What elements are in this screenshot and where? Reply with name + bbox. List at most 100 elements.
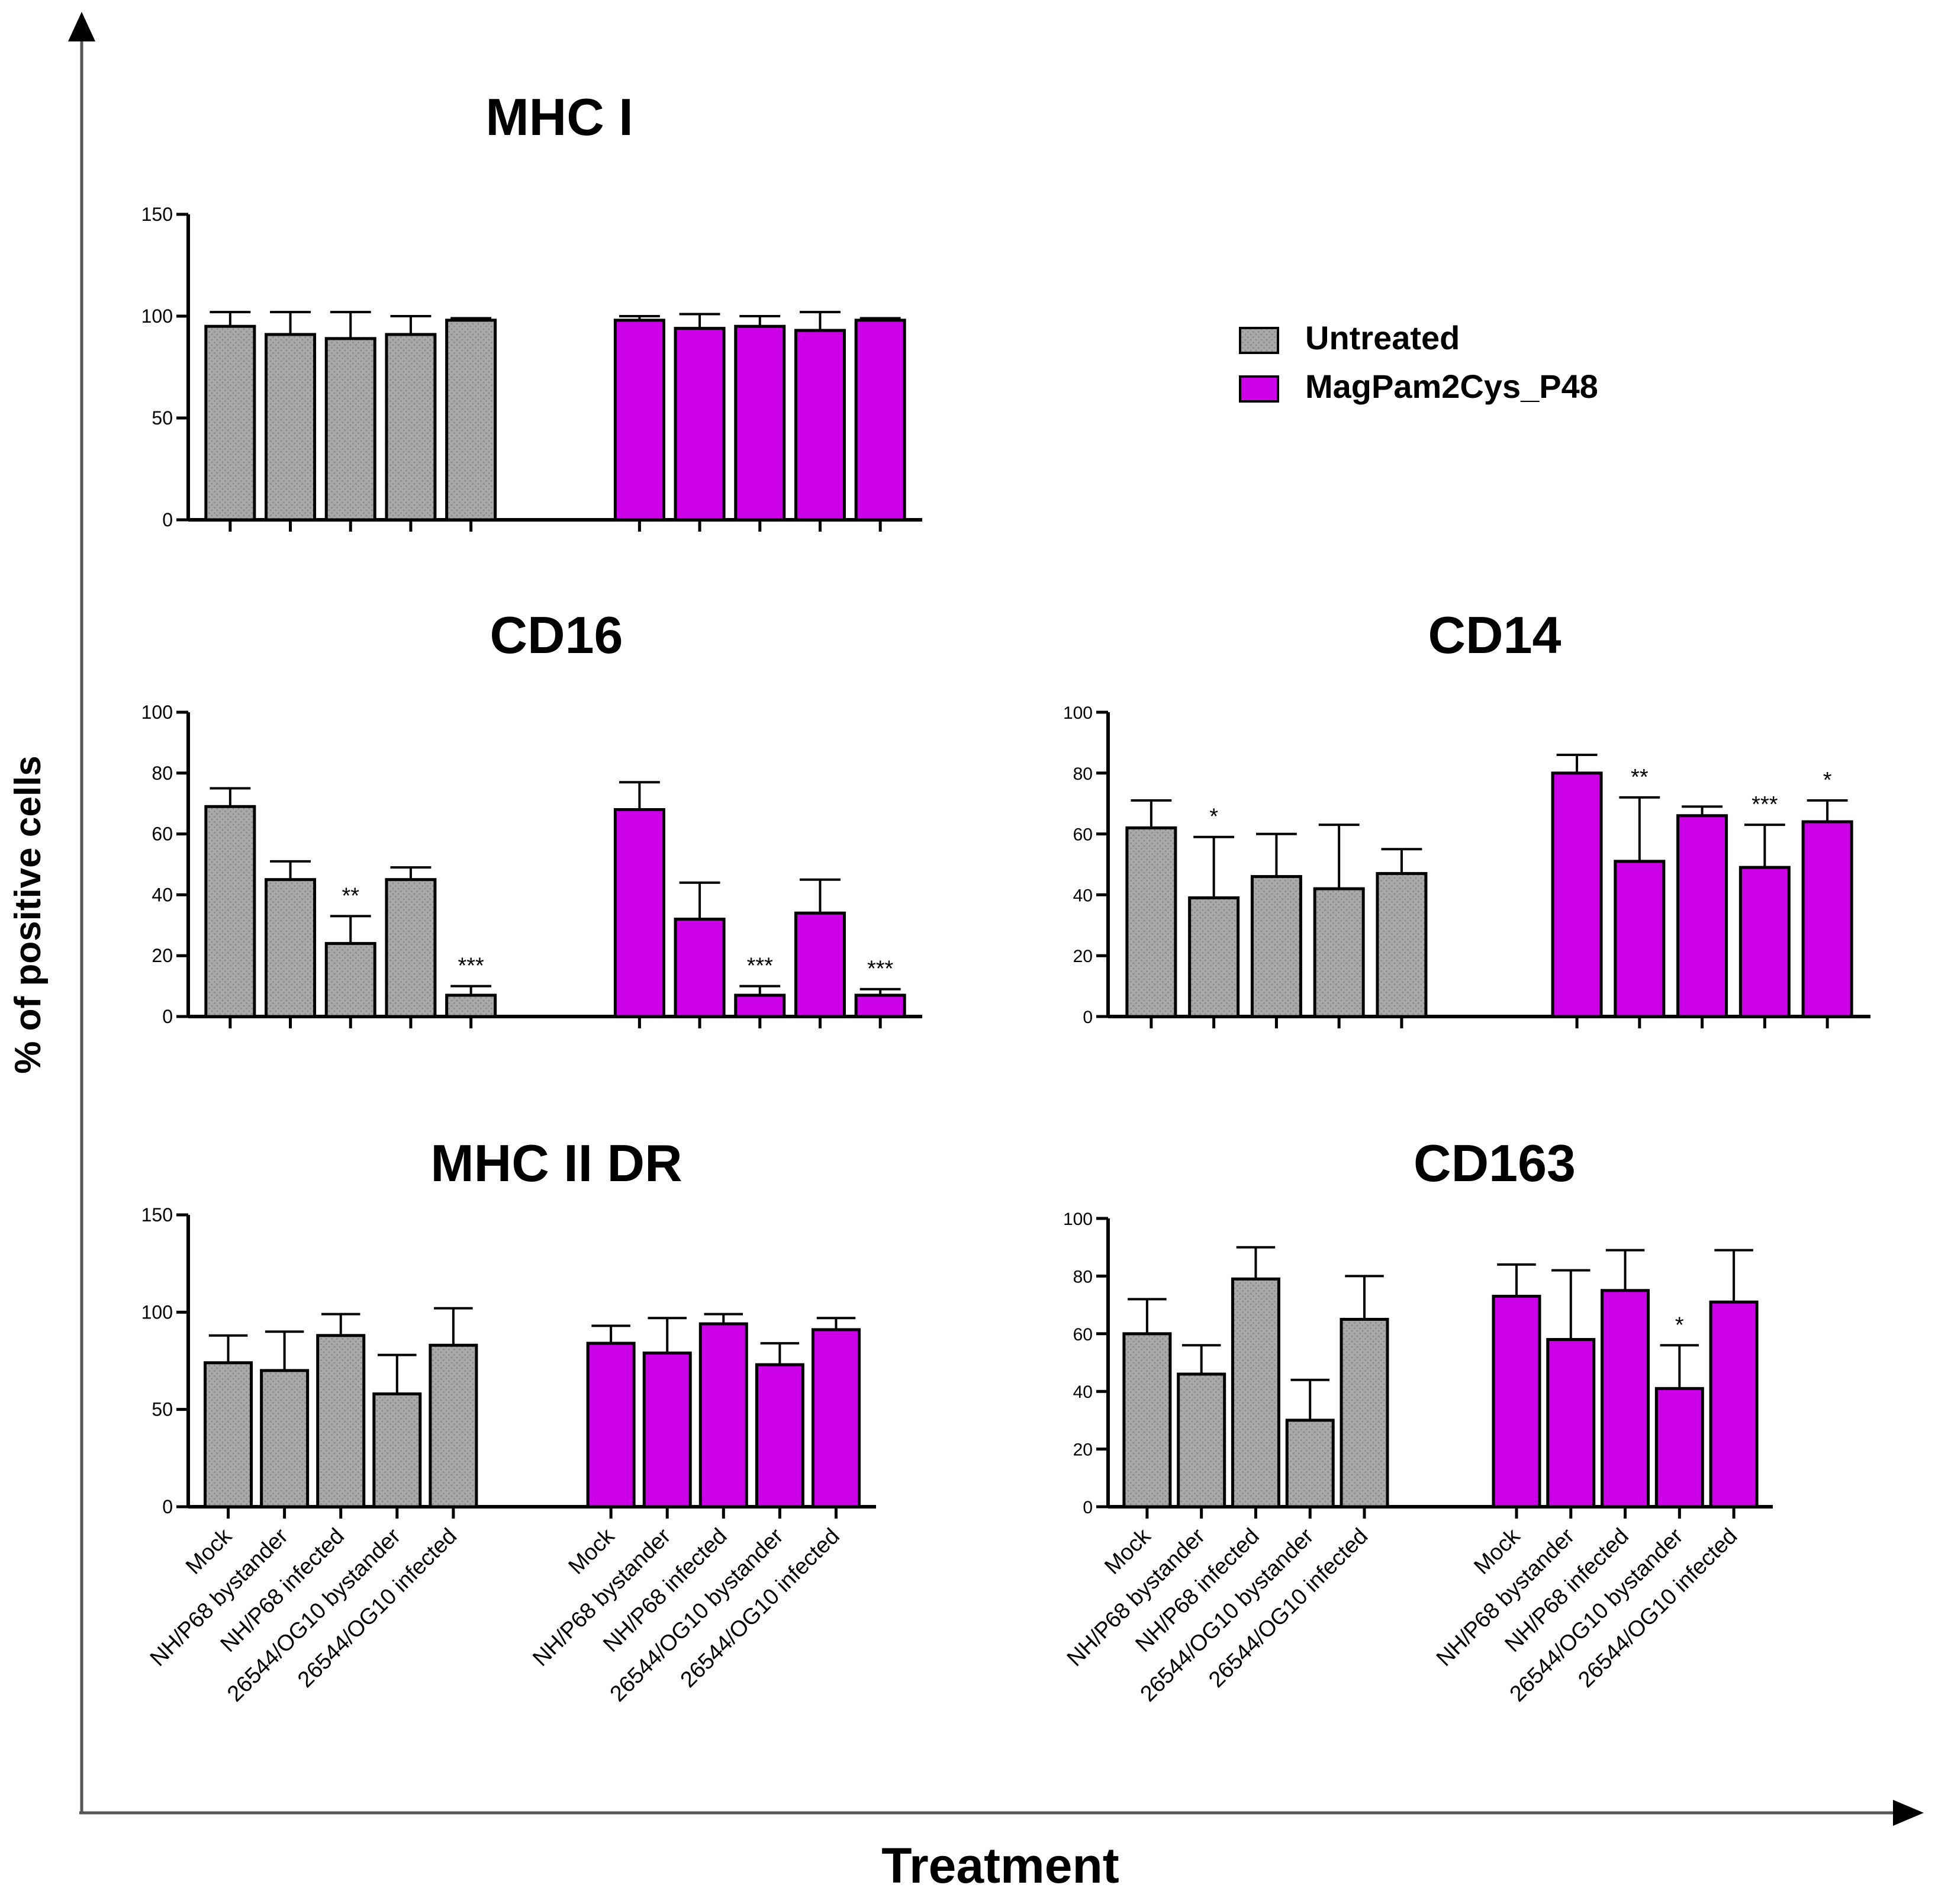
bar: [445, 993, 497, 1018]
bar: [1709, 1300, 1759, 1509]
bar: [204, 324, 256, 522]
y-tick-label: 40: [152, 884, 173, 905]
figure-axes: [68, 12, 1924, 1826]
bar: [1676, 814, 1728, 1018]
y-tick-label: 80: [1073, 764, 1093, 784]
bar: [794, 911, 846, 1018]
y-tick-label: 150: [141, 204, 173, 225]
bar: [316, 1334, 366, 1509]
y-tick-label: 50: [152, 1399, 173, 1420]
bar: [204, 1361, 253, 1509]
legend-label-treated: MagPam2Cys_P48: [1305, 368, 1598, 405]
bar: [324, 337, 376, 522]
bar: [734, 993, 786, 1018]
bar: [265, 333, 317, 522]
figure-y-arrow-head: [68, 12, 95, 41]
significance-label: ***: [458, 954, 484, 979]
y-tick-label: 0: [162, 1496, 173, 1517]
y-tick-label: 100: [1063, 703, 1093, 723]
bar: [1125, 826, 1177, 1018]
chart-title: CD163: [1414, 1134, 1576, 1192]
bar: [1738, 866, 1791, 1018]
y-tick-label: 80: [1073, 1267, 1093, 1287]
y-tick-label: 150: [141, 1204, 173, 1226]
bar: [854, 319, 906, 522]
bar: [1376, 871, 1428, 1018]
bar: [429, 1343, 478, 1509]
significance-label: **: [342, 883, 359, 908]
legend-swatch-treated: [1239, 375, 1279, 403]
bar: [1231, 1277, 1280, 1509]
bar: [586, 1342, 636, 1509]
y-tick-label: 60: [152, 824, 173, 845]
bar: [1551, 771, 1603, 1018]
y-tick-label: 100: [141, 305, 173, 327]
chart-title: CD14: [1428, 606, 1561, 664]
legend-swatch-untreated: [1239, 327, 1279, 354]
bar: [445, 319, 497, 522]
chart-title: MHC II DR: [430, 1134, 682, 1192]
figure-x-axis-label: Treatment: [881, 1838, 1119, 1893]
bar: [755, 1363, 804, 1509]
y-tick-label: 60: [1073, 825, 1093, 845]
chart-panel: MHC I 0 50 100 150: [141, 88, 922, 532]
y-tick-label: 40: [1073, 1382, 1093, 1402]
bar: [698, 1322, 748, 1509]
bar: [385, 878, 437, 1018]
bar: [734, 324, 786, 522]
bar: [204, 805, 256, 1018]
significance-label: *: [1675, 1313, 1684, 1337]
figure-y-axis-label: % of positive cells: [8, 755, 49, 1074]
y-tick-label: 20: [1073, 1440, 1093, 1460]
bar: [1801, 820, 1853, 1018]
figure-x-arrow-head: [1893, 1800, 1924, 1826]
significance-label: ***: [1752, 792, 1778, 817]
bar: [613, 319, 665, 522]
bar: [1601, 1289, 1650, 1509]
bar: [811, 1328, 861, 1509]
chart-title: MHC I: [485, 88, 633, 146]
bar: [1250, 875, 1302, 1018]
y-tick-label: 40: [1073, 886, 1093, 905]
y-tick-label: 20: [1073, 947, 1093, 966]
y-tick-label: 20: [152, 945, 173, 966]
bar: [265, 878, 317, 1018]
bar: [1188, 896, 1240, 1018]
y-tick-label: 100: [141, 1301, 173, 1323]
significance-label: *: [1823, 768, 1832, 793]
bar: [260, 1369, 310, 1509]
bar: [1614, 860, 1666, 1018]
bar: [1492, 1294, 1541, 1509]
y-tick-label: 100: [141, 702, 173, 723]
significance-label: **: [1631, 765, 1649, 790]
bar: [1546, 1338, 1596, 1509]
bar: [1654, 1387, 1704, 1509]
bar: [1340, 1317, 1389, 1509]
chart-title: CD16: [490, 606, 623, 664]
y-tick-label: 100: [1063, 1210, 1093, 1229]
bar: [1313, 887, 1365, 1018]
bar: [324, 942, 376, 1018]
y-tick-label: 50: [152, 407, 173, 429]
legend: Untreated MagPam2Cys_P48: [1239, 319, 1598, 405]
y-tick-label: 0: [1083, 1498, 1093, 1517]
bar: [674, 327, 726, 522]
significance-label: ***: [867, 957, 894, 982]
bar: [794, 329, 846, 522]
bar: [385, 333, 437, 522]
bar: [1122, 1332, 1172, 1509]
y-tick-label: 0: [1083, 1008, 1093, 1027]
significance-label: ***: [747, 954, 774, 979]
y-tick-label: 60: [1073, 1325, 1093, 1345]
bar: [613, 808, 665, 1018]
bar: [642, 1351, 692, 1509]
y-tick-label: 0: [162, 509, 173, 530]
significance-label: *: [1209, 805, 1218, 829]
bar: [1285, 1419, 1335, 1509]
